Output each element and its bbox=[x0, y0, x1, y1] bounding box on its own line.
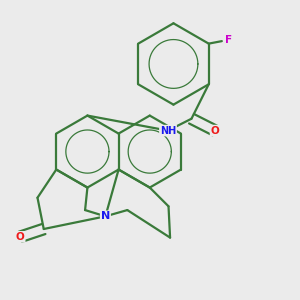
Text: F: F bbox=[224, 35, 232, 45]
Text: O: O bbox=[211, 126, 219, 136]
Text: O: O bbox=[16, 232, 25, 242]
Text: N: N bbox=[101, 211, 110, 221]
Text: NH: NH bbox=[160, 126, 176, 136]
